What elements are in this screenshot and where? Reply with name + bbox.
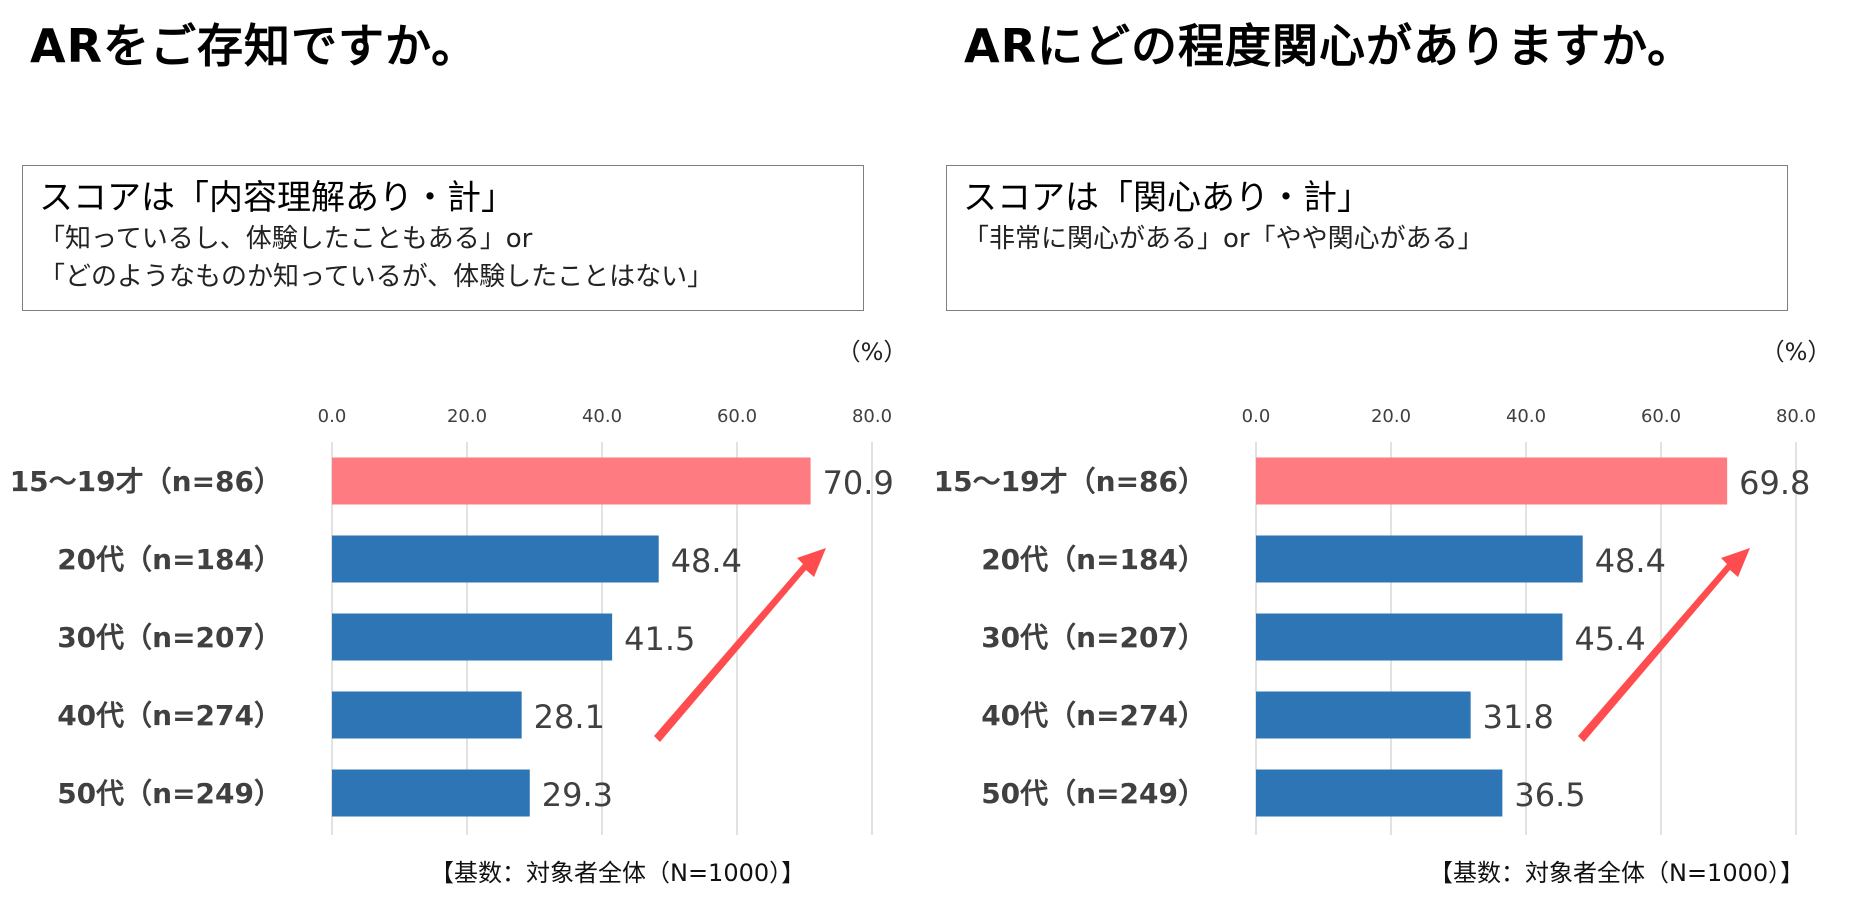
trend-arrow-icon bbox=[654, 548, 826, 742]
category-label: 50代（n=249） bbox=[57, 777, 282, 810]
value-label: 31.8 bbox=[1483, 698, 1554, 736]
chart-title: ARにどの程度関心がありますか。 bbox=[964, 19, 1695, 73]
category-label: 15～19才（n=86） bbox=[934, 465, 1206, 498]
bar-chart-awareness: （%） 0.0 20.0 40.0 60.0 80.0 15～19才（n=86） 70.9 20… bbox=[10, 338, 908, 835]
x-tick-label: 40.0 bbox=[1506, 406, 1546, 427]
trend-arrow-icon bbox=[1578, 548, 1750, 742]
unit-label: （%） bbox=[1761, 338, 1832, 366]
x-tick-label: 80.0 bbox=[1776, 406, 1816, 427]
score-definition-line: 「非常に関心がある」or「やや関心がある」 bbox=[963, 224, 1484, 254]
category-label: 40代（n=274） bbox=[981, 699, 1206, 732]
score-definition-line: 「どのようなものか知っているが、体験したことはない」 bbox=[39, 262, 714, 292]
base-note: 【基数：対象者全体（N=1000）】 bbox=[1429, 859, 1805, 887]
x-tick-label: 0.0 bbox=[318, 406, 347, 427]
bar bbox=[1256, 613, 1563, 661]
chart-panel-awareness: ARをご存知ですか。 スコアは「内容理解あり・計」 「知っているし、体験したこと… bbox=[10, 19, 908, 887]
category-label: 30代（n=207） bbox=[981, 621, 1206, 654]
value-label: 36.5 bbox=[1514, 776, 1585, 814]
chart-panel-interest: ARにどの程度関心がありますか。 スコアは「関心あり・計」 「非常に関心がある」… bbox=[924, 0, 1849, 901]
value-label: 48.4 bbox=[671, 542, 742, 580]
bar bbox=[332, 613, 613, 661]
bar bbox=[1256, 457, 1728, 505]
category-label: 40代（n=274） bbox=[57, 699, 282, 732]
category-label: 30代（n=207） bbox=[57, 621, 282, 654]
x-tick-label: 20.0 bbox=[447, 406, 487, 427]
category-label: 20代（n=184） bbox=[57, 543, 282, 576]
category-label: 20代（n=184） bbox=[981, 543, 1206, 576]
x-tick-label: 80.0 bbox=[852, 406, 892, 427]
category-label: 15～19才（n=86） bbox=[10, 465, 282, 498]
value-label: 28.1 bbox=[534, 698, 605, 736]
unit-label: （%） bbox=[837, 338, 908, 366]
value-label: 29.3 bbox=[542, 776, 613, 814]
bar bbox=[332, 535, 659, 583]
value-label: 69.8 bbox=[1739, 464, 1810, 502]
score-definition-title: スコアは「内容理解あり・計」 bbox=[39, 178, 515, 218]
score-definition-box: スコアは「関心あり・計」 「非常に関心がある」or「やや関心がある」 bbox=[946, 165, 1788, 311]
chart-title: ARをご存知ですか。 bbox=[30, 19, 479, 73]
bar bbox=[1256, 769, 1503, 817]
base-note: 【基数：対象者全体（N=1000）】 bbox=[430, 859, 806, 887]
x-tick-label: 20.0 bbox=[1371, 406, 1411, 427]
score-definition-title: スコアは「関心あり・計」 bbox=[963, 178, 1371, 218]
value-label: 45.4 bbox=[1574, 620, 1645, 658]
bar bbox=[1256, 691, 1471, 739]
value-label: 70.9 bbox=[823, 464, 894, 502]
x-tick-label: 60.0 bbox=[717, 406, 757, 427]
score-definition-line: 「知っているし、体験したこともある」or bbox=[39, 224, 533, 254]
bar bbox=[332, 691, 522, 739]
x-tick-label: 40.0 bbox=[582, 406, 622, 427]
bar bbox=[1256, 535, 1583, 583]
x-tick-label: 0.0 bbox=[1242, 406, 1271, 427]
bar-chart-interest: （%） 0.0 20.0 40.0 60.0 80.0 15～19才（n=86） 69.8 20… bbox=[934, 338, 1832, 835]
x-tick-label: 60.0 bbox=[1641, 406, 1681, 427]
bar bbox=[332, 457, 811, 505]
category-label: 50代（n=249） bbox=[981, 777, 1206, 810]
bar bbox=[332, 769, 530, 817]
value-label: 41.5 bbox=[624, 620, 695, 658]
score-definition-box: スコアは「内容理解あり・計」 「知っているし、体験したこともある」or 「どのよ… bbox=[22, 165, 864, 311]
value-label: 48.4 bbox=[1595, 542, 1666, 580]
